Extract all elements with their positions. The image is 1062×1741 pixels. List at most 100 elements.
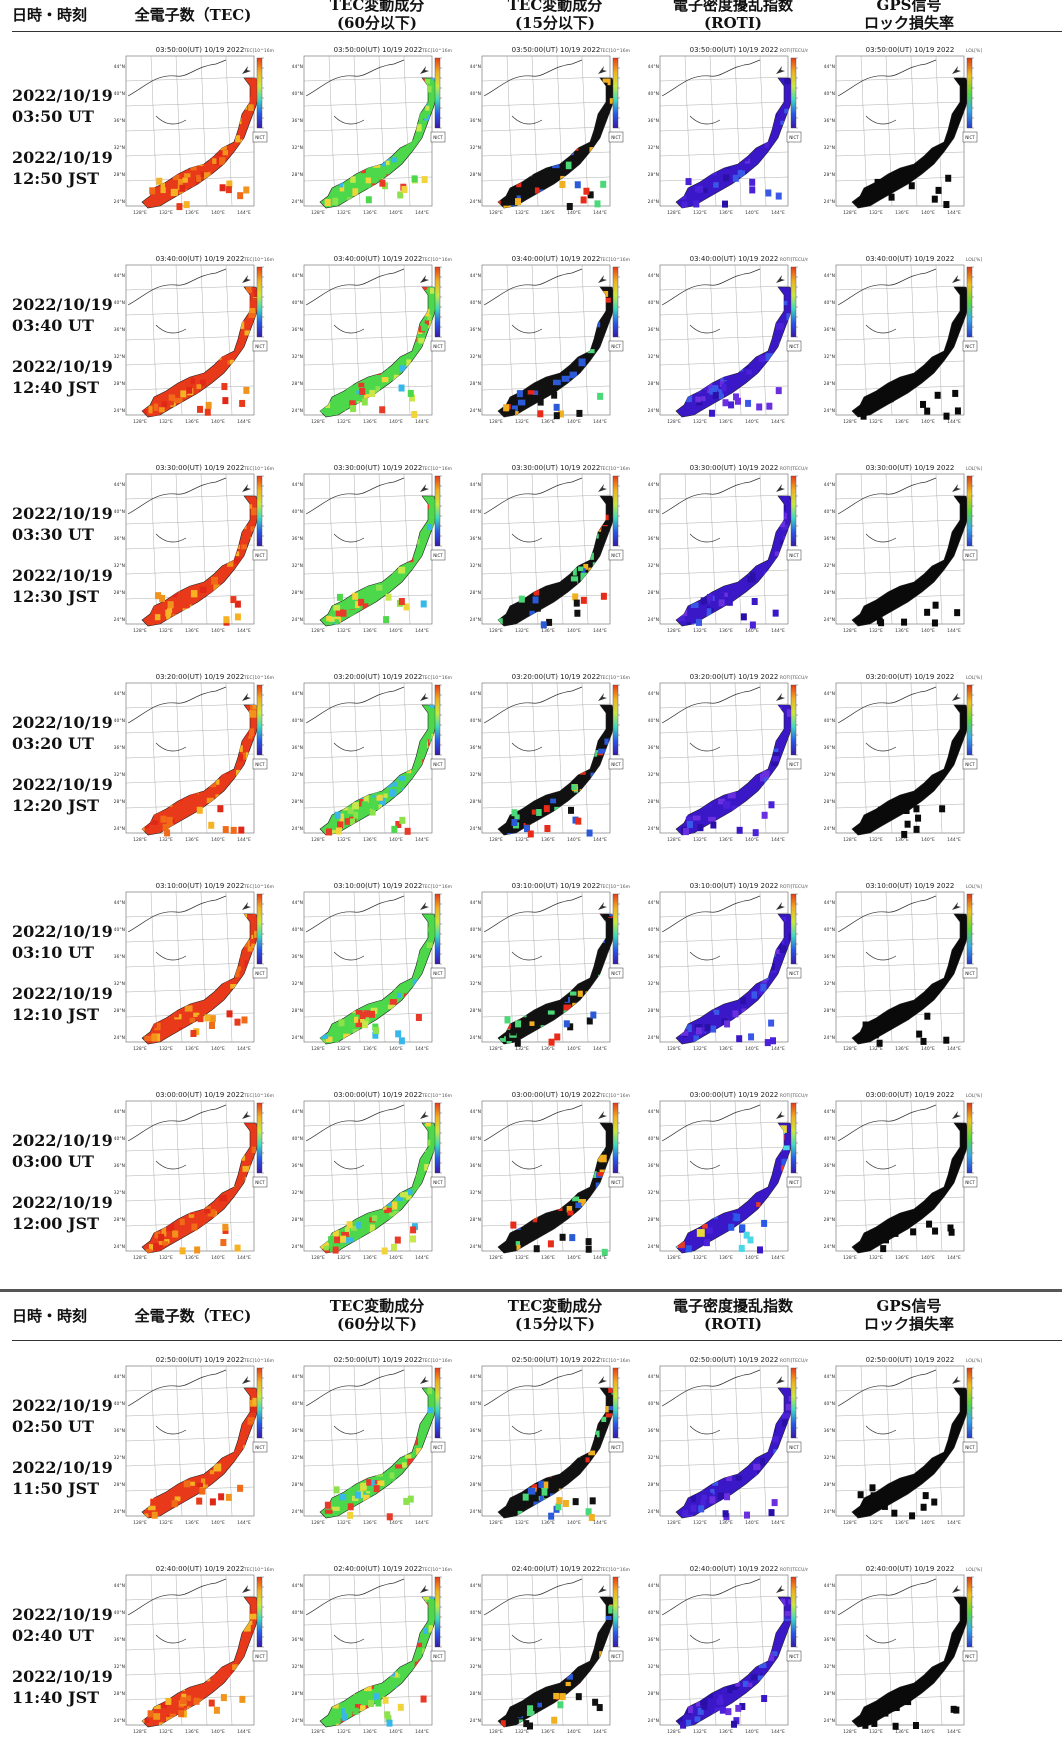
offshore-tile — [368, 1700, 374, 1707]
panel-title: 02:40:00(UT) 10/19 2022 — [690, 1565, 779, 1573]
lon-label: 140°E — [389, 628, 403, 634]
lon-label: 140°E — [567, 210, 581, 216]
lat-label: 36°N — [824, 118, 835, 124]
mid-header-col-2: TEC変動成分 (60分以下) — [292, 1297, 462, 1333]
lat-label: 44°N — [824, 64, 835, 70]
map-panel-tec: 03:50:00(UT) 10/19 2022TEC[10^16m^-2]44°… — [114, 44, 274, 222]
panel-title: 03:20:00(UT) 10/19 2022 — [690, 673, 779, 681]
offshore-tile — [586, 1246, 592, 1253]
lon-label: 136°E — [719, 1729, 733, 1735]
lon-label: 132°E — [337, 210, 351, 216]
offshore-tile — [575, 181, 581, 188]
lat-label: 24°N — [470, 826, 481, 832]
offshore-tile — [196, 1498, 202, 1505]
offshore-tile — [515, 1040, 521, 1047]
lat-label: 28°N — [470, 1691, 481, 1697]
offshore-tile — [235, 1245, 241, 1252]
svg-text:NICT: NICT — [789, 344, 799, 349]
lat-label: 24°N — [824, 1509, 835, 1515]
lon-label: 128°E — [489, 210, 503, 216]
offshore-tile — [220, 1239, 226, 1246]
offshore-tile — [395, 1030, 401, 1037]
map-svg: 02:40:00(UT) 10/19 2022ROTI[TECU/min]44°… — [648, 1563, 808, 1741]
lat-label: 40°N — [292, 927, 303, 933]
offshore-tile — [333, 1247, 339, 1254]
map-svg: 03:30:00(UT) 10/19 2022TEC[10^16m^-2]44°… — [114, 462, 274, 640]
offshore-tile — [872, 194, 878, 201]
lon-label: 144°E — [237, 1046, 251, 1052]
row-date-ut: 2022/10/19 — [12, 1395, 112, 1416]
offshore-tile — [374, 1693, 380, 1700]
lat-label: 24°N — [470, 1718, 481, 1724]
lat-label: 44°N — [470, 1583, 481, 1589]
offshore-tile — [920, 401, 926, 408]
offshore-tile — [733, 175, 739, 182]
offshore-tile — [180, 1247, 186, 1254]
lon-label: 144°E — [947, 1520, 961, 1526]
colorbar-unit: ROTI[TECU/min] — [780, 1093, 808, 1099]
offshore-tile — [559, 181, 565, 188]
row-date-jst: 2022/10/19 — [12, 565, 112, 586]
colorbar-unit: TEC[10^16m^-2] — [243, 48, 274, 54]
lon-label: 144°E — [593, 837, 607, 843]
lat-label: 36°N — [114, 954, 125, 960]
offshore-tile — [728, 1224, 734, 1231]
colorbar-unit: TEC[10^16m^-2] — [421, 1358, 452, 1364]
row-time-ut: 03:50 UT — [12, 106, 112, 127]
map-panel-tec15: 03:10:00(UT) 10/19 2022TEC[10^16m^-2]44°… — [470, 880, 630, 1058]
offshore-tile — [683, 828, 689, 835]
offshore-tile — [148, 1710, 154, 1717]
offshore-tile — [191, 1224, 197, 1231]
lat-label: 44°N — [292, 1109, 303, 1115]
offshore-tile — [752, 598, 758, 605]
panel-title: 03:30:00(UT) 10/19 2022 — [512, 464, 601, 472]
offshore-tile — [190, 1030, 196, 1037]
lat-label: 28°N — [292, 1482, 303, 1488]
offshore-tile — [243, 387, 249, 394]
lat-label: 28°N — [114, 1691, 125, 1697]
lon-label: 144°E — [415, 1520, 429, 1526]
lat-label: 44°N — [470, 482, 481, 488]
lat-label: 28°N — [292, 1217, 303, 1223]
svg-text:NICT: NICT — [255, 762, 265, 767]
offshore-tile — [698, 1505, 704, 1512]
lon-label: 136°E — [895, 1255, 909, 1261]
lat-label: 24°N — [470, 617, 481, 623]
offshore-tile — [549, 1039, 555, 1046]
panel-title: 03:00:00(UT) 10/19 2022 — [866, 1091, 955, 1099]
panel-title: 03:20:00(UT) 10/19 2022 — [512, 673, 601, 681]
lon-label: 144°E — [947, 837, 961, 843]
lat-label: 36°N — [470, 1637, 481, 1643]
offshore-tile — [167, 817, 173, 824]
offshore-tile — [697, 186, 703, 193]
lon-label: 132°E — [337, 1729, 351, 1735]
map-panel-tec15: 02:50:00(UT) 10/19 2022TEC[10^16m^-2]44°… — [470, 1354, 630, 1532]
offshore-tile — [762, 812, 768, 819]
colorbar-unit: TEC[10^16m^-2] — [599, 466, 630, 472]
lat-label: 24°N — [470, 199, 481, 205]
lat-label: 24°N — [470, 1035, 481, 1041]
row-time-ut: 02:40 UT — [12, 1625, 112, 1646]
lat-label: 32°N — [292, 354, 303, 360]
lat-label: 44°N — [114, 900, 125, 906]
map-svg: 02:50:00(UT) 10/19 2022ROTI[TECU/min]44°… — [648, 1354, 808, 1532]
row-time-jst: 12:30 JST — [12, 586, 112, 607]
offshore-tile — [335, 812, 341, 819]
offshore-tile — [515, 198, 521, 205]
offshore-tile — [153, 1243, 159, 1250]
lat-label: 40°N — [824, 1136, 835, 1142]
lon-label: 132°E — [693, 628, 707, 634]
lat-label: 32°N — [470, 1190, 481, 1196]
offshore-tile — [732, 1010, 738, 1017]
offshore-tile — [871, 1720, 877, 1727]
svg-text:NICT: NICT — [789, 553, 799, 558]
offshore-tile — [873, 1031, 879, 1038]
lon-label: 144°E — [947, 628, 961, 634]
lon-label: 144°E — [593, 628, 607, 634]
lon-label: 136°E — [363, 1729, 377, 1735]
offshore-tile — [933, 602, 939, 609]
offshore-tile — [379, 180, 385, 187]
offshore-tile — [735, 1705, 741, 1712]
